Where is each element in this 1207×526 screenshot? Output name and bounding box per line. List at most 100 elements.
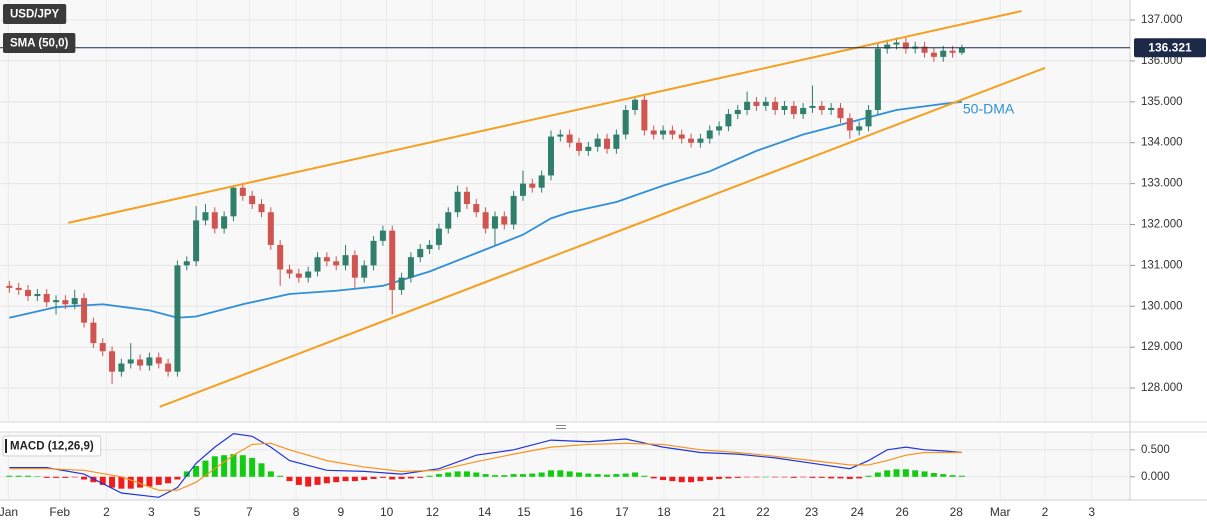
candle-body <box>501 216 508 225</box>
candle-body <box>193 220 200 262</box>
histogram-bar <box>781 476 788 478</box>
candle-body <box>557 134 564 137</box>
candle-body <box>800 107 807 115</box>
candle-body <box>482 212 489 229</box>
histogram-bar <box>25 475 32 477</box>
candle-body <box>202 212 209 221</box>
candle-body <box>613 134 620 149</box>
y-tick-label: 134.000 <box>1141 137 1183 149</box>
histogram-bar <box>342 476 349 482</box>
histogram-bar <box>53 476 60 478</box>
y-tick-label: 128.000 <box>1141 382 1183 394</box>
y-tick-label: 137.000 <box>1141 14 1183 26</box>
legend-bg <box>2 435 102 457</box>
histogram-bar <box>155 476 162 485</box>
candle-body <box>884 44 891 49</box>
histogram-bar <box>547 470 554 477</box>
histogram-bar <box>463 471 470 477</box>
histogram-bar <box>902 469 909 477</box>
histogram-bar <box>585 473 592 477</box>
histogram-bar <box>557 470 564 477</box>
panel-resize-handle[interactable] <box>556 425 566 429</box>
y-tick-label: 129.000 <box>1141 341 1183 353</box>
candle-body <box>576 142 583 151</box>
legend-box: USD/JPY <box>3 4 67 24</box>
candle-body <box>155 357 162 364</box>
histogram-bar <box>725 476 732 479</box>
candle-body <box>295 273 302 278</box>
candle-body <box>594 138 601 147</box>
candle-body <box>622 109 629 135</box>
x-tick-label: 24 <box>851 505 865 519</box>
candle-body <box>697 138 704 143</box>
candle-body <box>473 204 480 213</box>
candle-body <box>398 277 405 290</box>
legend-bg <box>3 33 76 53</box>
candle-body <box>669 130 676 135</box>
candle-body <box>491 216 498 229</box>
histogram-bar <box>940 474 947 477</box>
candle-body <box>874 48 881 110</box>
histogram-bar <box>958 475 965 477</box>
histogram-bar <box>62 476 69 478</box>
y-tick-label: 132.000 <box>1141 219 1183 231</box>
candle-body <box>426 244 433 250</box>
candle-body <box>519 183 526 196</box>
histogram-bar <box>146 476 153 487</box>
candle-body <box>940 50 947 57</box>
x-tick-label: Feb <box>49 505 70 519</box>
histogram-bar <box>482 474 489 477</box>
candle-body <box>333 261 340 266</box>
candle-body <box>267 212 274 245</box>
candle-body <box>314 257 321 272</box>
candle-body <box>678 134 685 139</box>
histogram-bar <box>34 476 41 477</box>
histogram-bar <box>529 473 536 477</box>
histogram-bar <box>277 475 284 477</box>
candle-body <box>305 271 312 278</box>
histogram-bar <box>491 475 498 477</box>
y-tick-label: 130.000 <box>1141 300 1183 312</box>
histogram-bar <box>604 474 611 477</box>
histogram-bar <box>183 471 190 477</box>
candle-body <box>81 298 88 323</box>
candle-body <box>43 294 50 303</box>
candle-body <box>772 101 779 110</box>
histogram-bar <box>669 476 676 482</box>
x-tick-label: 2 <box>103 505 110 519</box>
histogram-bar <box>165 476 172 484</box>
histogram-bar <box>706 476 713 481</box>
candle-body <box>62 300 69 305</box>
candle-body <box>510 195 517 225</box>
candle-body <box>744 101 751 110</box>
candle-body <box>706 130 713 139</box>
histogram-bar <box>15 475 22 477</box>
histogram-bar <box>398 476 405 479</box>
histogram-bar <box>762 476 769 478</box>
candle-body <box>351 255 358 278</box>
candle-body <box>734 109 741 115</box>
histogram-bar <box>622 473 629 477</box>
candle-body <box>379 230 386 241</box>
annotation: 50-DMA <box>963 101 1015 117</box>
histogram-bar <box>193 466 200 477</box>
x-tick-label: 21 <box>712 505 726 519</box>
histogram-bar <box>379 476 386 478</box>
candle-body <box>930 52 937 57</box>
x-tick-label: 8 <box>293 505 300 519</box>
x-tick-label: 3 <box>148 505 155 519</box>
candle-body <box>99 343 106 352</box>
x-tick-label: 5 <box>194 505 201 519</box>
histogram-bar <box>538 472 545 477</box>
candle-body <box>258 204 265 213</box>
last-price-label: 136.321 <box>1148 40 1192 54</box>
price-panel <box>0 0 1130 422</box>
x-tick-label: 15 <box>517 505 531 519</box>
x-tick-label: 28 <box>950 505 964 519</box>
candle-body <box>641 99 648 131</box>
candle-body <box>445 212 452 229</box>
y-tick-label: 133.000 <box>1141 178 1183 190</box>
candle-body <box>958 47 965 53</box>
histogram-bar <box>818 476 825 478</box>
